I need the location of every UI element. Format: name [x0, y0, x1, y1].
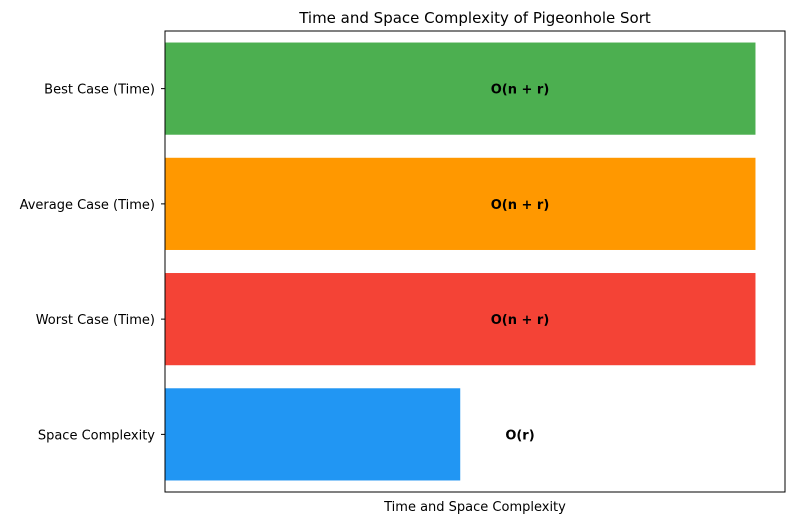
bar-0: [165, 42, 756, 135]
y-tick-label-1: Average Case (Time): [20, 198, 155, 213]
chart-title: Time and Space Complexity of Pigeonhole …: [298, 9, 651, 27]
bar-2: [165, 273, 756, 366]
data-label-2: O(n + r): [491, 313, 550, 328]
x-axis-label: Time and Space Complexity: [383, 500, 566, 515]
bar-1: [165, 157, 756, 250]
labels-layer: O(n + r) O(n + r) O(n + r) O(r): [491, 83, 550, 444]
bar-3: [165, 388, 461, 481]
y-tick-label-0: Best Case (Time): [44, 83, 155, 98]
plot-frame: [164, 30, 786, 493]
y-ticks-layer: Best Case (Time) Average Case (Time) Worst…: [20, 83, 165, 443]
data-label-0: O(n + r): [491, 83, 550, 98]
bars-layer: [165, 42, 756, 481]
y-tick-label-3: Space Complexity: [38, 428, 155, 443]
y-tick-label-2: Worst Case (Time): [36, 313, 155, 328]
data-label-3: O(r): [505, 428, 534, 443]
data-label-1: O(n + r): [491, 198, 550, 213]
